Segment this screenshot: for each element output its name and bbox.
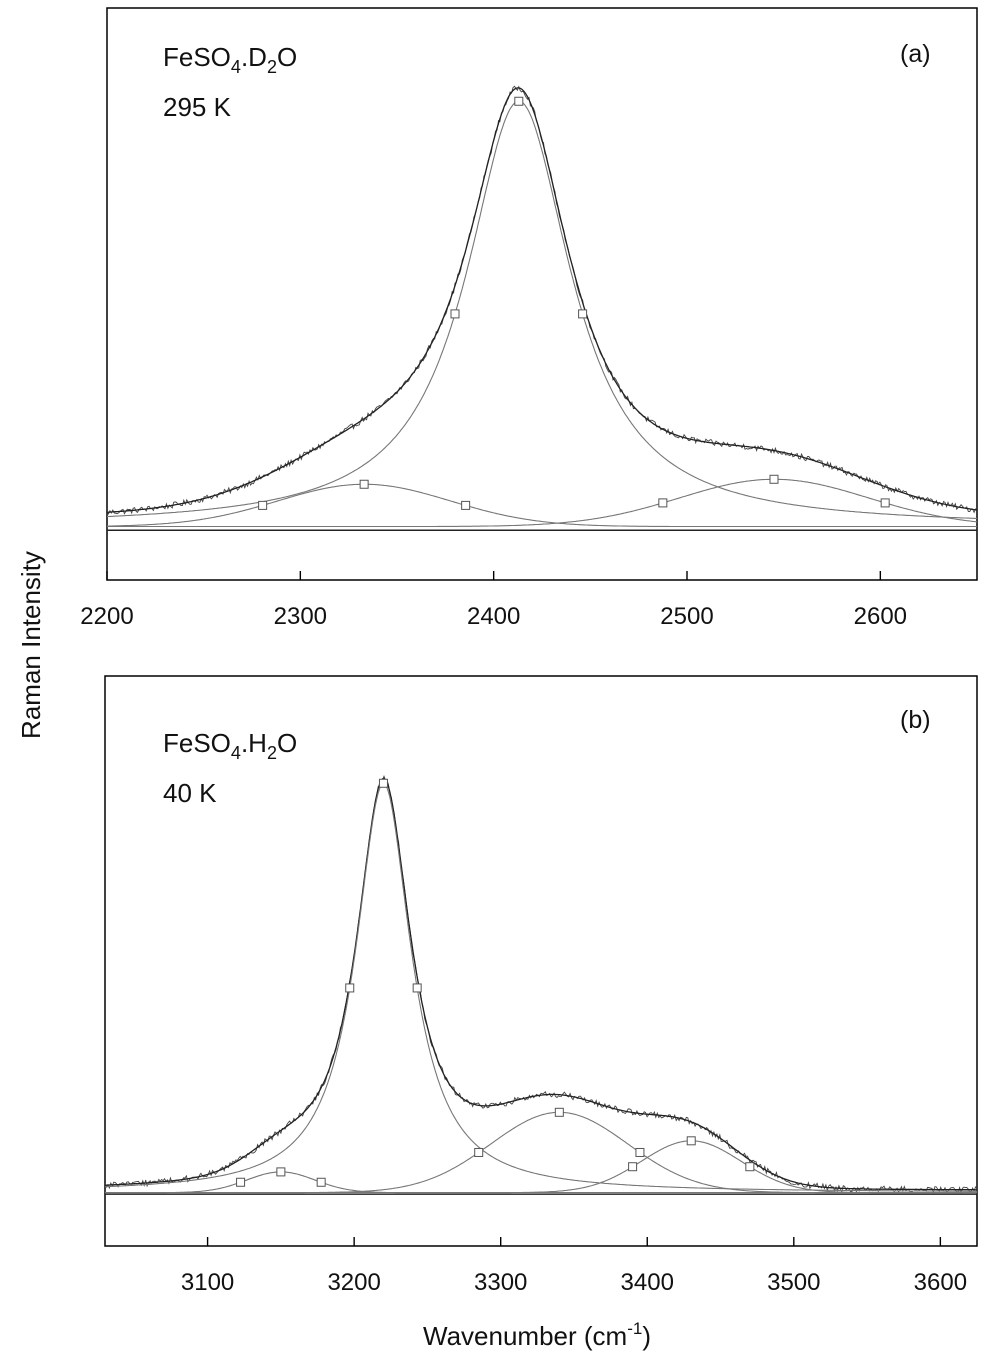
panel-b-component-1-marker <box>412 983 422 993</box>
panel-a-component-1-marker <box>514 96 524 106</box>
panel-b-plot-area <box>105 775 977 1195</box>
panel-b-x-tick-label: 3200 <box>327 1269 380 1296</box>
panel-b-component-2 <box>105 1111 977 1194</box>
panel-a-component-2-marker <box>258 500 268 510</box>
panel-a-component-3-marker <box>769 474 779 484</box>
panel-b-component-1 <box>105 782 977 1192</box>
panel-b-x-tick-label: 3400 <box>621 1269 674 1296</box>
x-axis-label: Wavenumber (cm-1) <box>423 1319 651 1351</box>
panel-a-component-1-marker <box>578 309 588 319</box>
panel-a-frame <box>106 7 978 581</box>
panel-b-temperature: 40 K <box>163 778 217 808</box>
panel-b-x-ticks: 3100 3200 3300 3400 3500 3600 <box>181 1237 967 1296</box>
panel-a-x-tick-label: 2400 <box>467 603 520 630</box>
panel-b-component-3-marker <box>686 1136 696 1146</box>
panel-a-x-tick-label: 2600 <box>854 603 907 630</box>
y-axis-label: Raman Intensity <box>16 551 46 739</box>
panel-a-x-tick-label: 2500 <box>660 603 713 630</box>
panel-a-component-2 <box>107 483 977 528</box>
panel-a-temperature: 295 K <box>163 92 232 122</box>
panel-b-component-2-marker <box>554 1107 564 1117</box>
panel-b-x-tick-label: 3600 <box>914 1269 967 1296</box>
panel-b-compound: FeSO4.H2O <box>163 728 297 763</box>
panel-b-component-4-marker <box>236 1177 246 1187</box>
panel-a-component-3-marker <box>880 498 890 508</box>
panel-b-frame <box>104 675 978 1247</box>
panel-a-component-1 <box>107 100 977 519</box>
panel-a-x-ticks: 2200 2300 2400 2500 2600 <box>80 571 907 630</box>
panel-a: 2200 2300 2400 2500 2600 (a) FeSO4.D2O 295 K <box>80 7 978 630</box>
panel-b-label: (b) <box>900 706 931 734</box>
panel-b-component-3-marker <box>745 1162 755 1172</box>
panel-a-label: (a) <box>900 40 931 68</box>
panel-b-component-2-marker <box>474 1147 484 1157</box>
panel-b-component-4 <box>105 1171 977 1194</box>
panel-b-fit-envelope <box>105 777 977 1191</box>
panel-a-component-2-marker <box>359 479 369 489</box>
panel-b-component-1-marker <box>378 778 388 788</box>
panel-b-component-4-marker <box>316 1177 326 1187</box>
panel-b-component-4-marker <box>276 1167 286 1177</box>
panel-b-x-tick-label: 3100 <box>181 1269 234 1296</box>
panel-b-component-3-marker <box>628 1162 638 1172</box>
panel-a-fit-envelope <box>107 87 977 513</box>
panel-b-component-2-marker <box>635 1147 645 1157</box>
panel-b-component-3 <box>105 1140 977 1194</box>
panel-a-component-3-marker <box>658 498 668 508</box>
panel-b-observed-spectrum <box>105 775 977 1195</box>
panel-a-component-1-marker <box>450 309 460 319</box>
panel-a-x-tick-label: 2300 <box>274 603 327 630</box>
panel-a-component-3 <box>107 478 977 528</box>
panel-a-compound: FeSO4.D2O <box>163 42 297 77</box>
panel-a-x-tick-label: 2200 <box>80 603 133 630</box>
panel-b-x-tick-label: 3300 <box>474 1269 527 1296</box>
panel-b-x-tick-label: 3500 <box>767 1269 820 1296</box>
panel-b-component-1-marker <box>345 983 355 993</box>
panel-b: 3100 3200 3300 3400 3500 3600 (b) FeSO4.H2O 4… <box>104 675 978 1296</box>
panel-a-component-2-marker <box>461 500 471 510</box>
panel-a-plot-area <box>107 85 977 531</box>
